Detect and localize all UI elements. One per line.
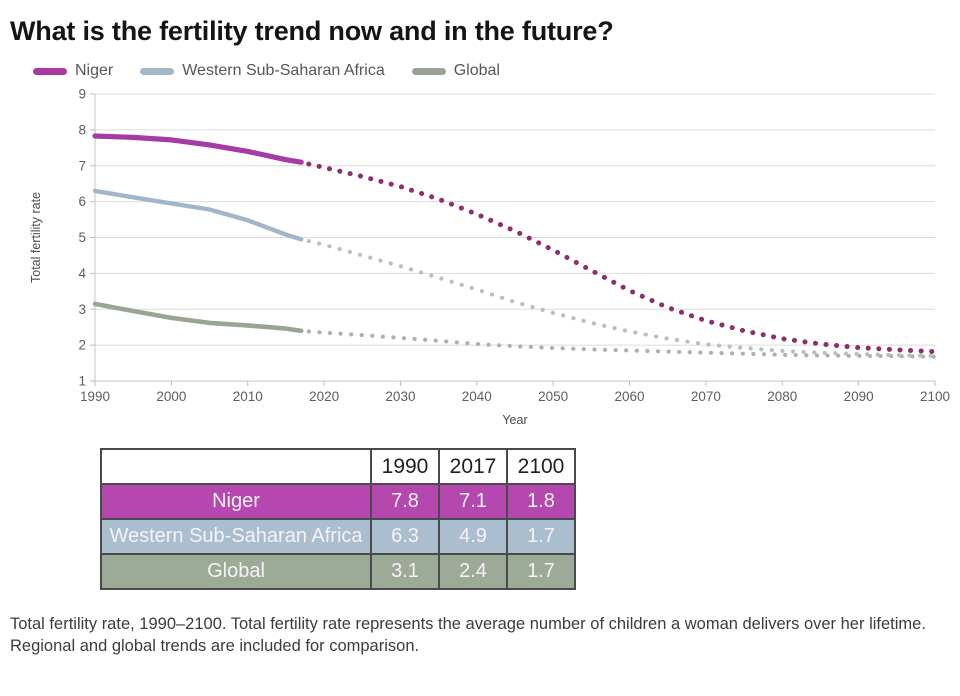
svg-text:Year: Year [502, 413, 527, 427]
svg-text:2060: 2060 [615, 389, 645, 404]
svg-text:Total fertility rate: Total fertility rate [29, 192, 43, 283]
svg-text:6: 6 [78, 194, 86, 209]
niger-line-swatch [33, 67, 67, 75]
svg-text:2: 2 [78, 338, 86, 353]
table-row-niger: Niger 7.8 7.1 1.8 [100, 483, 576, 520]
legend-label-global: Global [453, 62, 500, 79]
wssa-2100-value: 1.7 [506, 518, 576, 555]
global-2100-value: 1.7 [506, 553, 576, 590]
summary-table: 1990 2017 2100 Niger 7.8 7.1 1.8 Western… [100, 448, 576, 590]
svg-text:1: 1 [78, 374, 86, 389]
svg-text:4: 4 [78, 266, 86, 281]
legend-item-western-sub-saharan-africa: Western Sub-Saharan Africa [140, 62, 385, 80]
table-header-empty [100, 448, 372, 485]
row-label-niger: Niger [100, 483, 372, 520]
legend-label-western-sub-saharan-africa: Western Sub-Saharan Africa [182, 62, 385, 79]
western-sub-saharan-africa-line-swatch [140, 67, 175, 75]
svg-text:2040: 2040 [462, 389, 492, 404]
legend-item-global: Global [411, 62, 500, 80]
svg-text:2100: 2100 [920, 389, 950, 404]
svg-text:8: 8 [78, 122, 86, 137]
table-row-global: Global 3.1 2.4 1.7 [100, 553, 576, 590]
table-header-row: 1990 2017 2100 [100, 448, 576, 485]
svg-text:7: 7 [78, 158, 86, 173]
figure-caption: Total fertility rate, 1990–2100. Total f… [10, 615, 926, 655]
svg-text:5: 5 [78, 230, 86, 245]
legend: Niger Western Sub-Saharan Africa Global [33, 62, 960, 80]
global-1990-value: 3.1 [370, 553, 440, 590]
niger-2100-value: 1.8 [506, 483, 576, 520]
svg-text:1990: 1990 [80, 389, 110, 404]
global-2017-value: 2.4 [438, 553, 508, 590]
global-line-swatch [411, 67, 446, 75]
svg-text:2010: 2010 [233, 389, 263, 404]
legend-label-niger: Niger [75, 62, 114, 79]
row-label-western-sub-saharan-africa: Western Sub-Saharan Africa [100, 518, 372, 555]
wssa-2017-value: 4.9 [438, 518, 508, 555]
fertility-chart: 1 2 3 4 5 6 7 8 9 1990 2000 2010 2020 2030 2040 2050 206… [29, 87, 950, 428]
svg-text:2090: 2090 [844, 389, 874, 404]
svg-text:2080: 2080 [767, 389, 797, 404]
table-header-2017: 2017 [438, 448, 508, 485]
legend-item-niger: Niger [33, 62, 113, 80]
row-label-global: Global [100, 553, 372, 590]
wssa-1990-value: 6.3 [370, 518, 440, 555]
niger-1990-value: 7.8 [370, 483, 440, 520]
table-header-2100: 2100 [506, 448, 576, 485]
svg-text:2050: 2050 [538, 389, 568, 404]
table-row-western-sub-saharan-africa: Western Sub-Saharan Africa 6.3 4.9 1.7 [100, 518, 576, 555]
page-title: What is the fertility trend now and in t… [10, 16, 614, 46]
svg-text:3: 3 [78, 302, 86, 317]
table-header-1990: 1990 [370, 448, 440, 485]
svg-text:2030: 2030 [385, 389, 415, 404]
svg-text:2000: 2000 [156, 389, 186, 404]
svg-text:2070: 2070 [691, 389, 721, 404]
svg-text:9: 9 [78, 87, 86, 102]
niger-2017-value: 7.1 [438, 483, 508, 520]
svg-text:2020: 2020 [309, 389, 339, 404]
